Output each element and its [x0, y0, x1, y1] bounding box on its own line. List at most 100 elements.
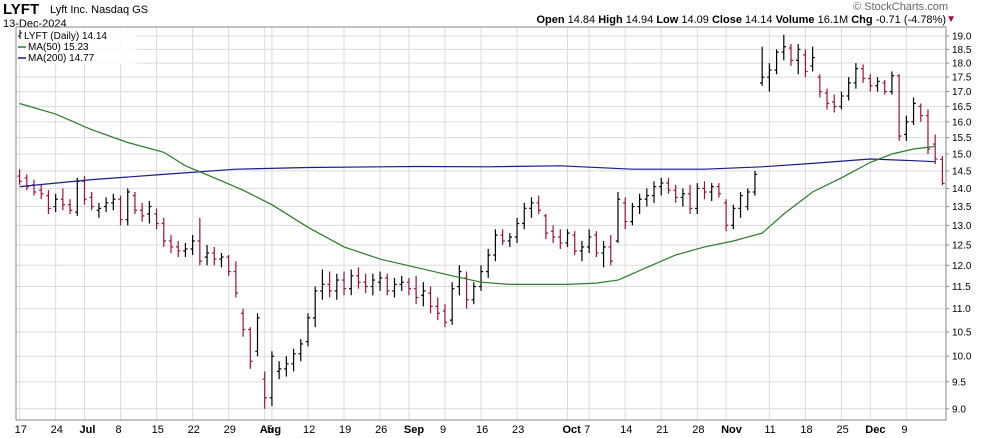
ohlc-bar: [276, 361, 282, 380]
ma50-line: [19, 102, 936, 285]
x-tick-label: Sep: [404, 424, 424, 436]
ohlc-bar: [89, 191, 94, 211]
ohlc-bar: [31, 179, 37, 196]
y-tick-label: 18.5: [952, 45, 972, 56]
y-tick-label: 17.5: [952, 73, 972, 84]
high-value: 14.94: [625, 14, 654, 26]
ohlc-bar: [262, 371, 267, 409]
ohlc-bar: [212, 246, 217, 266]
ohlc-bar: [269, 351, 275, 407]
y-tick-label: 14.0: [952, 184, 972, 195]
x-tick-label: 7: [584, 424, 590, 436]
ohlc-bar: [868, 74, 873, 92]
ohlc-bar: [392, 277, 397, 298]
ohlc-bar: [183, 242, 188, 258]
plot-frame: [15, 26, 947, 421]
company-name: Lyft Inc. Nasdaq GS: [50, 4, 149, 16]
ohlc-bar: [385, 273, 390, 296]
ohlc-bar: [334, 273, 340, 300]
ohlc-bar: [190, 235, 195, 256]
x-tick-label: 22: [188, 424, 200, 436]
y-tick-label: 9.0: [952, 404, 966, 415]
volume-value: 16.1M: [817, 14, 849, 26]
ohlc-bar: [240, 308, 246, 337]
ohlc-bar: [832, 94, 837, 113]
x-tick-label: 15: [152, 424, 164, 436]
ohlc-bar: [428, 286, 433, 314]
ohlc-bar: [630, 202, 635, 226]
ohlc-bar: [810, 46, 815, 72]
ohlc-bar: [118, 195, 123, 226]
ohlc-bar: [46, 190, 51, 215]
y-tick-label: 15.5: [952, 133, 972, 144]
ohlc-bar: [500, 229, 505, 245]
ohlc-bar: [853, 63, 859, 89]
x-tick-label: 21: [656, 424, 668, 436]
y-tick-label: 19.0: [952, 32, 972, 43]
ohlc-bar: [507, 233, 513, 247]
y-tick-label: 13.0: [952, 221, 972, 232]
ohlc-bar: [803, 49, 808, 78]
ohlc-bar: [233, 261, 239, 298]
ohlc-bar: [464, 271, 469, 309]
ticker-symbol: LYFT: [3, 1, 40, 18]
ohlc-bar: [702, 181, 707, 200]
ohlc-bar: [536, 195, 541, 215]
x-tick-label: 12: [303, 424, 315, 436]
x-tick-label: 23: [512, 424, 524, 436]
ohlc-bar: [932, 134, 938, 165]
ohlc-bar: [471, 282, 476, 305]
ohlc-bar: [17, 169, 22, 185]
ma200-line: [19, 158, 936, 188]
ohlc-bar: [572, 231, 577, 256]
ohlc-bar: [904, 115, 909, 141]
close-label: Close: [711, 14, 742, 26]
ohlc-bar: [67, 199, 73, 215]
chg-down-arrow-icon: ▼: [946, 14, 956, 25]
ohlc-bar: [370, 273, 376, 296]
ohlc-bar: [529, 197, 534, 218]
ohlc-bar: [673, 184, 678, 203]
ohlc-bar: [615, 191, 621, 243]
ohlc-bar: [103, 197, 109, 213]
ohlc-bar: [522, 202, 527, 230]
ohlc-bar: [168, 235, 174, 253]
ohlc-bar: [363, 273, 368, 294]
grid-lines: [16, 27, 946, 420]
ohlc-bar: [781, 34, 786, 61]
y-axis: 9.0 9.5 10.0 10.5 11.0 11.5 12.0 12.5 13.0 13.5 14…: [946, 32, 972, 415]
ohlc-bar: [320, 269, 325, 300]
ohlc-bar: [161, 217, 166, 247]
copyright-text: © StockCharts.com: [853, 1, 948, 13]
legend-ma50-label: MA(50) 15.23: [28, 42, 89, 53]
ohlc-bar: [39, 184, 44, 200]
legend-price-label: LYFT (Daily) 14.14: [24, 31, 107, 42]
ohlc-bar: [918, 103, 923, 122]
ohlc-bar: [659, 177, 664, 196]
x-tick-label: Oct: [563, 424, 582, 436]
ohlc-bar: [586, 229, 592, 253]
x-tick-label: Jul: [79, 424, 95, 436]
ohlc-bar: [687, 184, 693, 215]
ohlc-bar: [695, 183, 700, 215]
x-tick-label: 28: [692, 424, 704, 436]
ohlc-summary: Open 14.84 High 14.94 Low 14.09 Close 14…: [536, 14, 946, 26]
ohlc-bar: [644, 188, 650, 207]
y-tick-label: 10.5: [952, 327, 972, 338]
x-tick-label: 24: [51, 424, 63, 436]
ohlc-bar: [514, 217, 520, 243]
ohlc-bar: [96, 202, 102, 218]
y-tick-label: 12.5: [952, 240, 972, 251]
ohlc-bar: [377, 271, 383, 291]
ohlc-bar: [565, 229, 570, 247]
ohlc-bar: [651, 181, 657, 203]
ohlc-bar: [248, 327, 253, 369]
x-tick-label: Nov: [721, 424, 743, 436]
x-tick-label: 5: [267, 424, 273, 436]
ohlc-bar: [666, 177, 671, 194]
x-tick-label: Aug: [260, 424, 281, 436]
ohlc-bar: [745, 188, 750, 211]
ohlc-bar: [442, 304, 448, 328]
open-value: 14.84: [567, 14, 596, 26]
